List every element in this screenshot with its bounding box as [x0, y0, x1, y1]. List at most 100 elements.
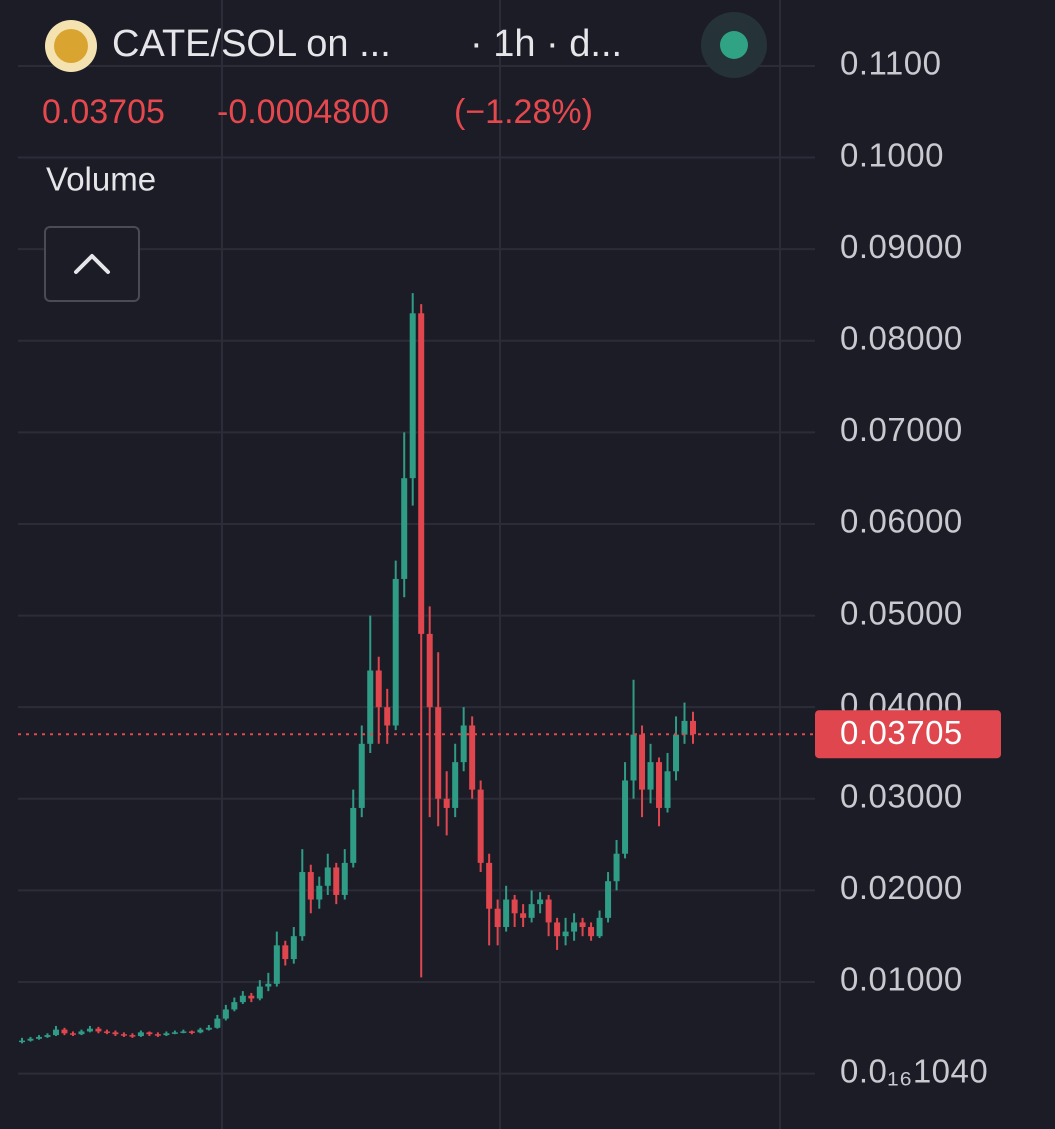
candle-body — [205, 1027, 212, 1030]
candle-body — [409, 313, 416, 479]
candle-body — [426, 633, 433, 708]
candle-body — [630, 734, 637, 781]
price-change-pct: (−1.28%) — [454, 93, 593, 131]
status-dot — [720, 31, 748, 59]
candle-body — [61, 1029, 68, 1034]
collapse-button[interactable] — [44, 226, 140, 302]
candle-body — [120, 1034, 127, 1036]
candle-body — [316, 885, 323, 900]
candle-body — [78, 1031, 85, 1035]
candle-body — [307, 872, 314, 900]
price-change: -0.0004800 — [217, 93, 389, 131]
candle-body — [622, 780, 629, 854]
candle-body — [129, 1035, 136, 1037]
candle-body — [163, 1033, 170, 1036]
y-tick-label: 0.1000 — [840, 136, 944, 173]
candle-body — [647, 762, 654, 790]
indicator-label: Volume — [46, 161, 156, 198]
token-icon-inner — [54, 29, 88, 63]
y-tick-label: 0.07000 — [840, 411, 963, 448]
candle-body — [545, 899, 552, 923]
candle-body — [588, 927, 595, 937]
candle-body — [248, 995, 255, 999]
candle-body — [282, 945, 289, 960]
y-tick-label: 0.08000 — [840, 319, 963, 356]
y-tick-label: 0.05000 — [840, 594, 963, 631]
last-price: 0.03705 — [42, 93, 165, 131]
y-tick-label: 0.01000 — [840, 961, 963, 998]
candle-body — [613, 853, 620, 882]
candle-body — [528, 904, 535, 918]
candle-body — [486, 862, 493, 909]
candle-body — [511, 899, 518, 914]
candle-body — [19, 1040, 25, 1043]
candle-body — [180, 1031, 187, 1033]
last-price-box — [815, 710, 1001, 759]
candle-body — [171, 1032, 178, 1034]
candle-body — [52, 1029, 59, 1036]
last-price-label: 0.03705 — [840, 714, 963, 751]
y-tick-label: 0.0₁₆1040 — [840, 1052, 988, 1089]
candle-body — [350, 807, 357, 863]
candle-body — [27, 1038, 34, 1041]
candle-body — [222, 1009, 229, 1019]
candle-body — [367, 670, 374, 744]
candle-body — [639, 734, 646, 790]
candle-body — [265, 983, 272, 987]
candle-body — [341, 862, 348, 895]
candle-body — [146, 1032, 153, 1035]
candle-body — [324, 867, 331, 886]
candle-body — [681, 720, 688, 735]
y-tick-label: 0.1100 — [840, 45, 941, 82]
candle-body — [154, 1034, 161, 1036]
candle-body — [537, 899, 544, 905]
legend: CATE/SOL on ... · 1h · d... 0.03705 -0.0… — [42, 12, 767, 302]
candle-body — [197, 1029, 204, 1033]
candle-body — [231, 1002, 238, 1010]
candle-body — [503, 899, 510, 928]
candle-body — [443, 798, 450, 808]
candle-body — [452, 762, 459, 808]
candle-body — [239, 995, 246, 1003]
candle-body — [103, 1031, 110, 1033]
candles — [19, 293, 696, 1044]
candle-body — [375, 670, 382, 708]
price-marker: 0.03705 — [18, 710, 1001, 759]
candle-body — [358, 743, 365, 808]
candle-body — [571, 922, 578, 932]
candle-body — [112, 1032, 119, 1035]
candle-body — [35, 1036, 42, 1039]
candle-body — [86, 1028, 93, 1032]
chevron-icon — [74, 254, 110, 274]
candle-body — [69, 1033, 76, 1035]
candle-body — [579, 922, 586, 928]
candle-body — [673, 734, 680, 772]
candle-body — [384, 707, 391, 726]
candle-body — [477, 789, 484, 863]
y-tick-label: 0.03000 — [840, 777, 963, 814]
candle-body — [460, 725, 467, 763]
candle-body — [256, 986, 263, 999]
candle-body — [299, 872, 306, 937]
candle-body — [418, 313, 425, 634]
candle-body — [664, 771, 671, 808]
candle-body — [690, 720, 696, 735]
candle-body — [520, 913, 527, 918]
candle-body — [656, 762, 663, 808]
chart-title: CATE/SOL on ... — [112, 23, 391, 65]
time-grid — [221, 0, 781, 1129]
y-tick-label: 0.09000 — [840, 228, 963, 265]
candle-body — [554, 922, 561, 937]
candle-body — [273, 945, 280, 984]
grid — [18, 64, 815, 1075]
candle-body — [562, 931, 569, 937]
candle-body — [401, 478, 408, 579]
candle-body — [605, 881, 612, 918]
candle-body — [44, 1035, 51, 1037]
candle-body — [188, 1031, 195, 1033]
candle-body — [333, 867, 340, 895]
candle-body — [137, 1032, 144, 1037]
